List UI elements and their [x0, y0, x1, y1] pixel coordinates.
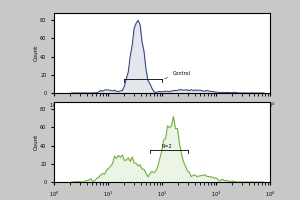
X-axis label: FL1-H: FL1-H — [155, 111, 169, 116]
Text: Control: Control — [165, 71, 191, 79]
Y-axis label: Count: Count — [34, 45, 39, 61]
Y-axis label: Count: Count — [34, 134, 39, 150]
Text: R=2: R=2 — [162, 144, 172, 149]
